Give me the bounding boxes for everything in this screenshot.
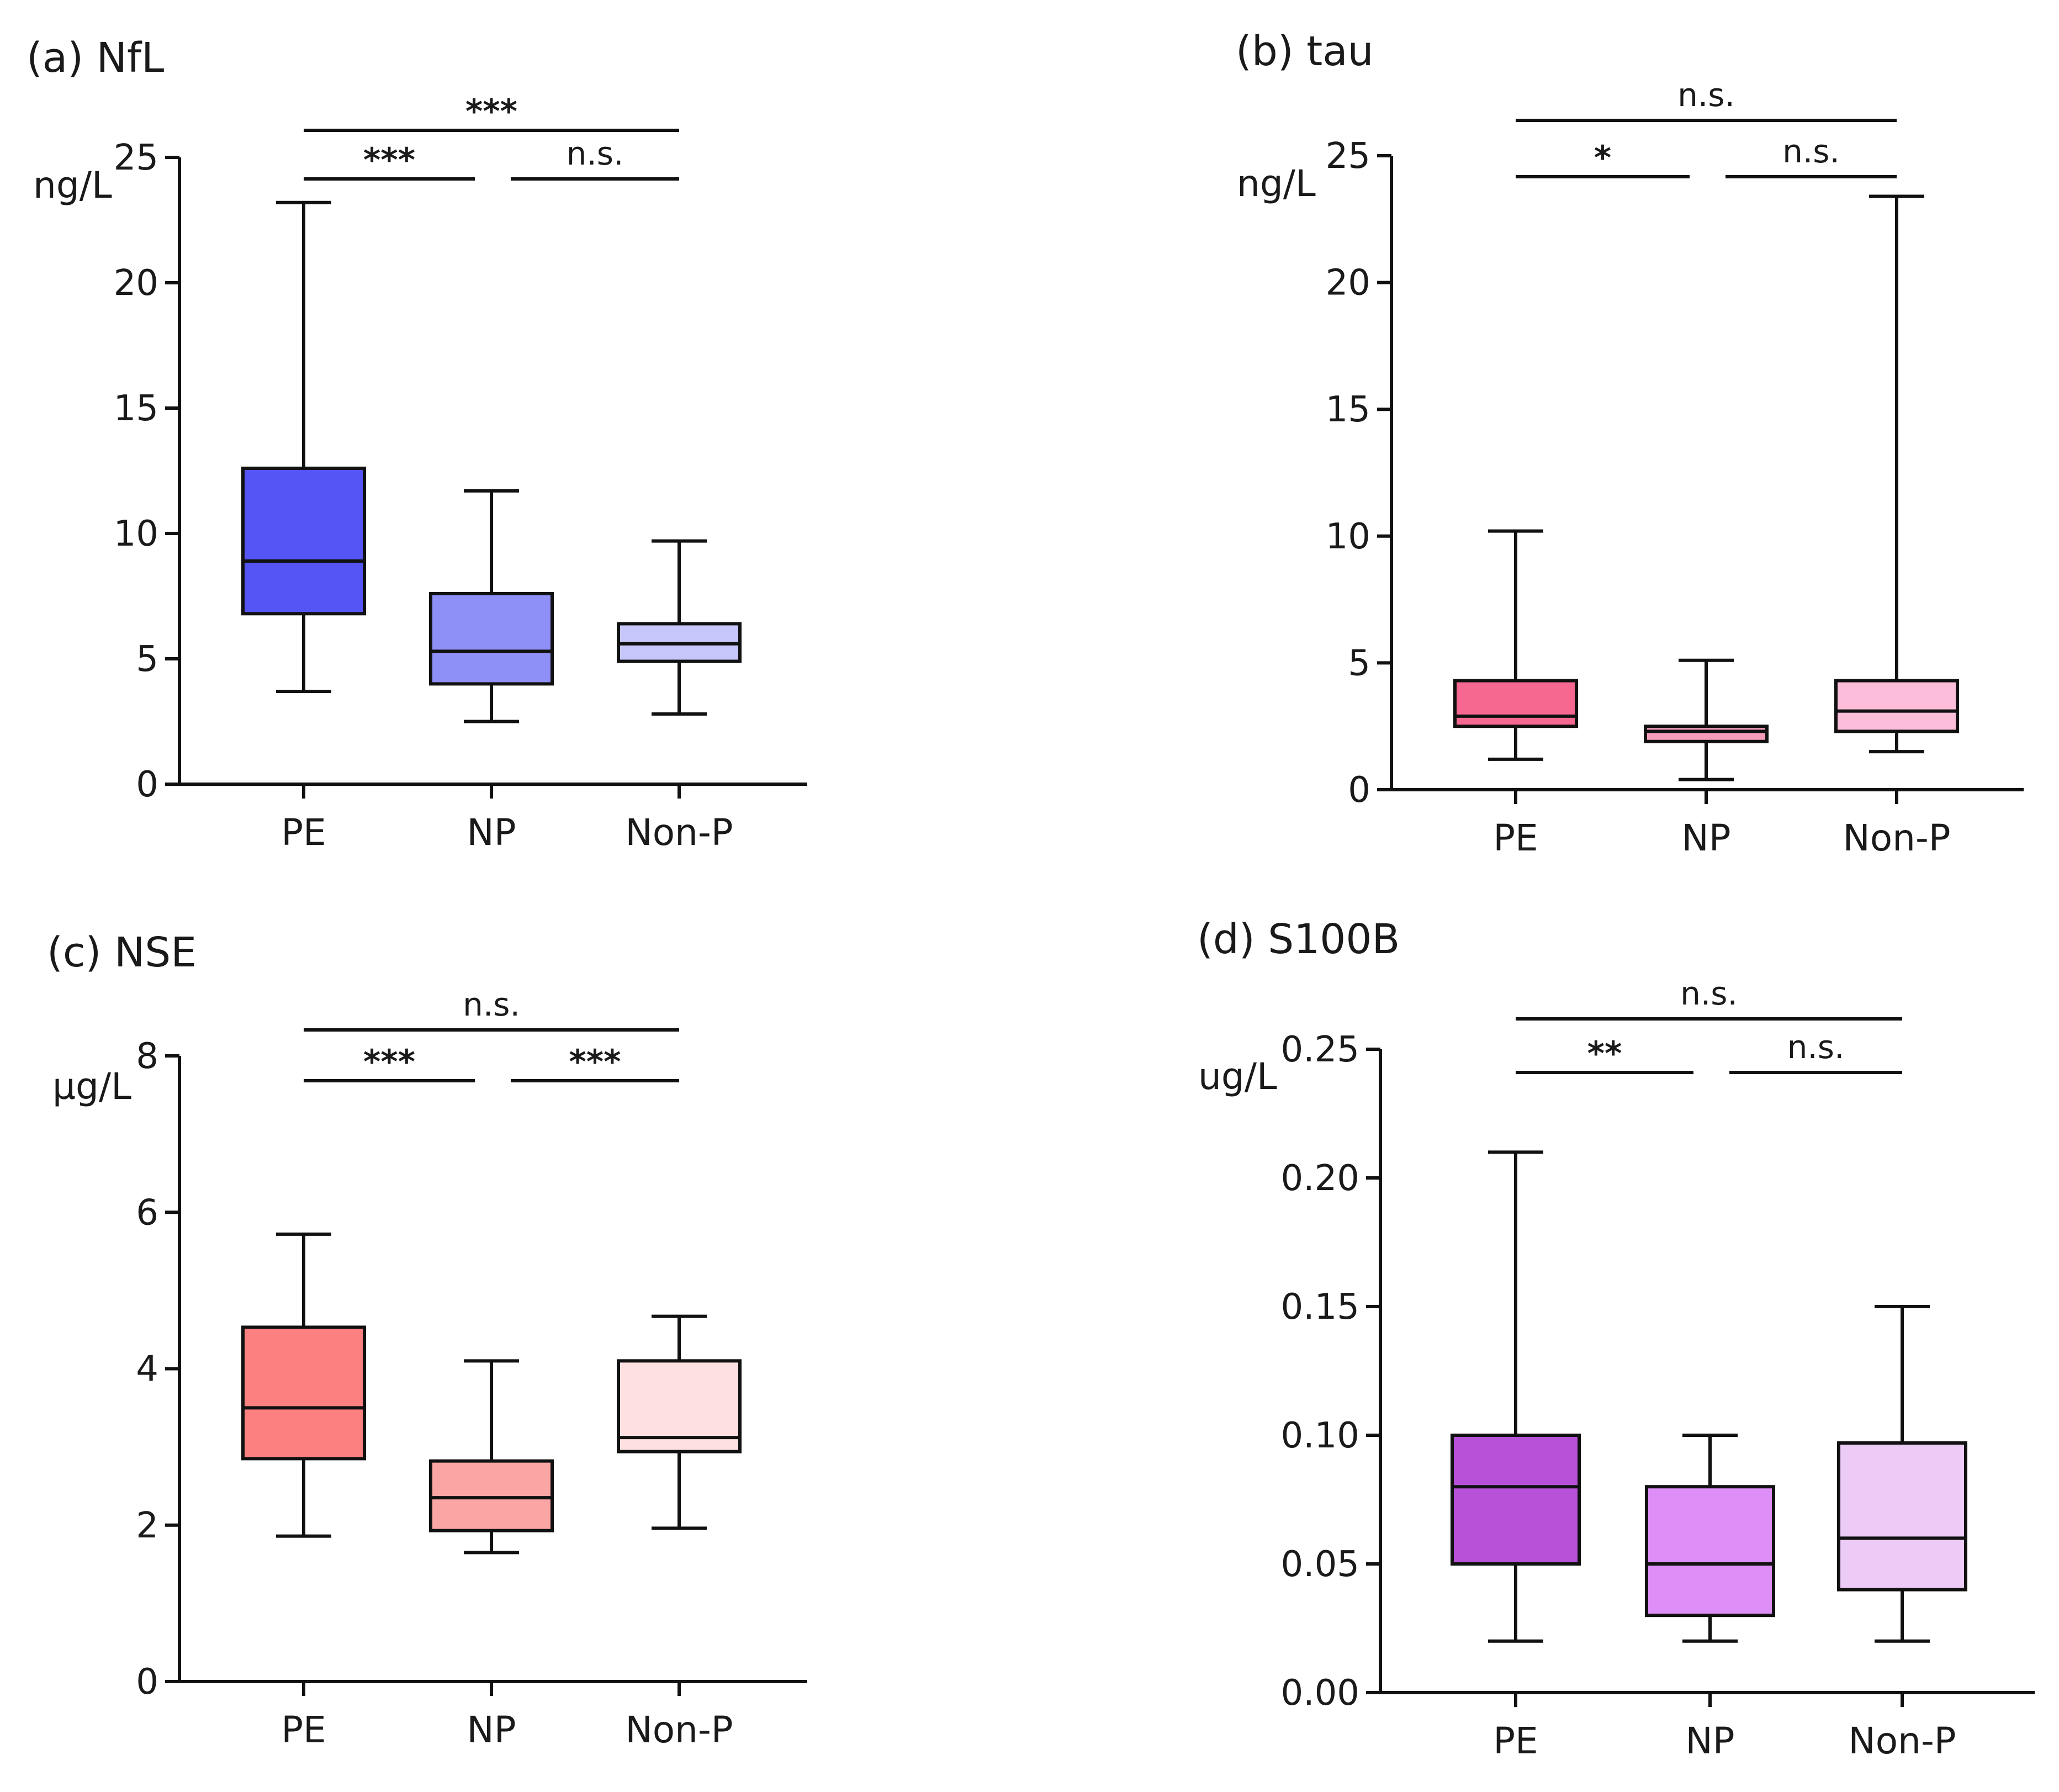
significance-label: * xyxy=(1594,139,1611,177)
iqr-box xyxy=(1834,679,1959,733)
y-tick-label: 4 xyxy=(136,1349,158,1390)
x-tick-label: NP xyxy=(467,1709,516,1751)
y-tick-label: 0 xyxy=(136,764,158,805)
iqr-box xyxy=(1644,725,1769,743)
x-tick-label: PE xyxy=(1493,1720,1538,1762)
box-pe xyxy=(241,200,366,694)
panel-title: (d) S100B xyxy=(1197,916,1400,963)
y-unit-label: ug/L xyxy=(1198,1055,1277,1098)
significance-label: *** xyxy=(363,141,415,179)
iqr-box xyxy=(241,1325,366,1461)
iqr-box xyxy=(1451,1434,1581,1566)
y-tick-label: 0 xyxy=(1348,770,1370,811)
x-tick-label: PE xyxy=(281,1709,326,1751)
significance-label: n.s. xyxy=(1680,975,1738,1012)
panel-title: (b) tau xyxy=(1236,28,1374,75)
box-np xyxy=(1645,1434,1775,1643)
x-tick-label: Non-P xyxy=(625,1709,733,1751)
y-tick-label: 25 xyxy=(114,138,158,178)
y-tick-label: 25 xyxy=(1326,136,1370,177)
iqr-box xyxy=(1837,1441,1967,1592)
iqr-box xyxy=(429,591,554,686)
y-tick-label: 6 xyxy=(136,1192,158,1233)
y-tick-label: 15 xyxy=(1326,389,1370,430)
panel-d-s100b: (d) S100B ug/L 0.00 0.05 0.10 0.15 0.20 0.25 P… xyxy=(1197,916,2035,1762)
significance-label: *** xyxy=(465,92,517,131)
box-nonp xyxy=(617,539,742,716)
significance-label: *** xyxy=(363,1043,415,1081)
significance-label: *** xyxy=(569,1043,621,1081)
x-tick-label: Non-P xyxy=(625,811,733,854)
y-unit-label: ng/L xyxy=(33,164,112,207)
y-tick-label: 20 xyxy=(114,263,158,304)
box-nonp xyxy=(1837,1305,1967,1643)
significance-label: n.s. xyxy=(567,135,624,172)
y-tick-label: 0.05 xyxy=(1281,1544,1360,1585)
panel-c-nse: (c) NSE µg/L 0 2 4 6 8 PE NP Non-P n.s. *** *** xyxy=(47,929,807,1751)
significance-label: n.s. xyxy=(1787,1028,1845,1066)
box-np xyxy=(429,489,554,723)
box-pe xyxy=(1453,529,1578,761)
x-tick-label: NP xyxy=(1681,817,1730,859)
y-tick-label: 5 xyxy=(136,639,158,680)
box-nonp xyxy=(1834,194,1959,754)
box-nonp xyxy=(617,1314,742,1530)
significance-label: n.s. xyxy=(1677,76,1735,114)
y-unit-label: ng/L xyxy=(1237,162,1316,205)
y-tick-label: 20 xyxy=(1326,263,1370,304)
y-tick-label: 2 xyxy=(136,1505,158,1546)
x-tick-label: Non-P xyxy=(1848,1720,1956,1762)
iqr-box xyxy=(429,1459,554,1532)
panel-title: (c) NSE xyxy=(47,929,197,976)
x-tick-label: Non-P xyxy=(1843,817,1950,859)
iqr-box xyxy=(241,466,366,616)
y-tick-label: 0 xyxy=(136,1662,158,1703)
y-tick-label: 8 xyxy=(136,1036,158,1077)
x-tick-label: NP xyxy=(467,811,516,854)
significance-label: ** xyxy=(1587,1034,1622,1073)
panel-b-tau: (b) tau ng/L 0 5 10 15 20 25 PE NP Non-P n.s. * n.s… xyxy=(1236,28,2024,859)
y-tick-label: 0.15 xyxy=(1281,1287,1360,1328)
significance-label: n.s. xyxy=(463,986,520,1023)
y-tick-label: 10 xyxy=(1326,516,1370,557)
x-tick-label: PE xyxy=(1493,817,1538,859)
box-np xyxy=(1644,658,1769,781)
box-pe xyxy=(1451,1150,1581,1643)
y-tick-label: 10 xyxy=(114,514,158,554)
box-pe xyxy=(241,1232,366,1538)
iqr-box xyxy=(1645,1485,1775,1617)
y-tick-label: 5 xyxy=(1348,643,1370,684)
x-tick-label: PE xyxy=(281,811,326,854)
x-tick-label: NP xyxy=(1685,1720,1734,1762)
y-unit-label: µg/L xyxy=(52,1065,131,1108)
y-tick-label: 0.25 xyxy=(1281,1029,1360,1070)
panel-a-nfl: (a) NfL ng/L 0 5 10 15 20 25 PE NP Non-P *** *** n.… xyxy=(27,34,807,854)
y-tick-label: 0.10 xyxy=(1281,1415,1360,1456)
iqr-box xyxy=(1453,679,1578,728)
y-tick-label: 0.00 xyxy=(1281,1673,1360,1714)
y-tick-label: 15 xyxy=(114,388,158,429)
y-tick-label: 0.20 xyxy=(1281,1158,1360,1199)
box-np xyxy=(429,1359,554,1555)
panel-title: (a) NfL xyxy=(27,34,164,82)
significance-label: n.s. xyxy=(1782,133,1840,170)
